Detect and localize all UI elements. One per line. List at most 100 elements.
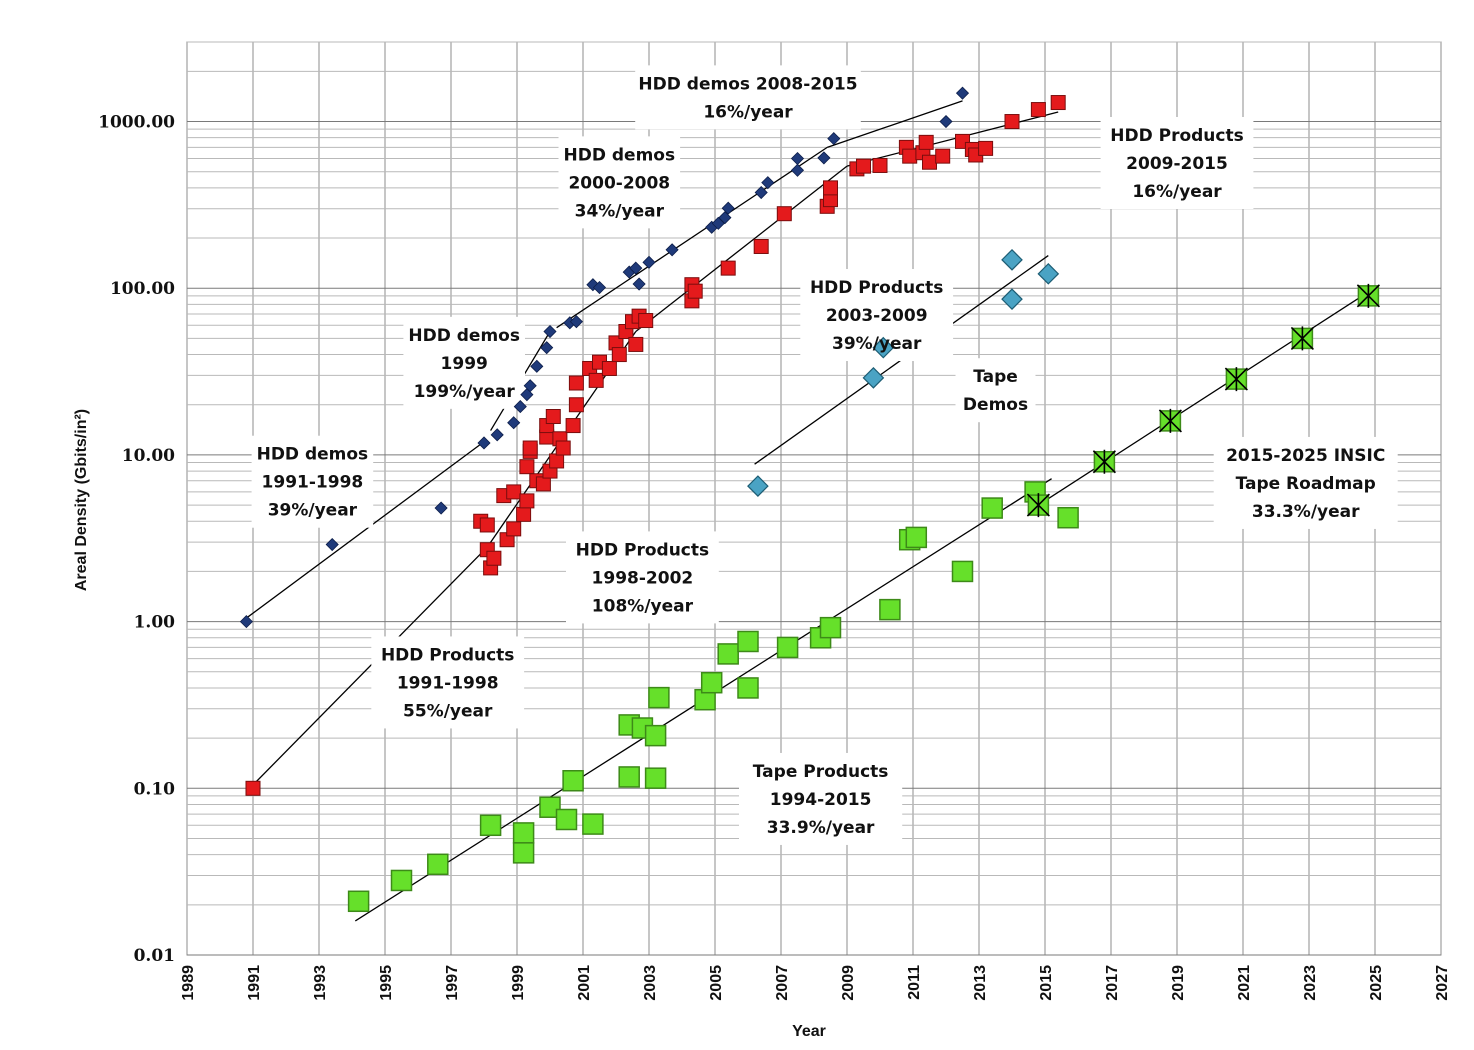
tape-products-point [981,497,1003,519]
hdd-products-point [1050,95,1066,111]
tape-demos-point [1001,288,1023,310]
annotation-text: Tape Roadmap [1236,474,1376,494]
x-tick-labels: 1989 1991 1993 1995 1997 1999 2001 2003 2005 2007… [180,965,1451,1001]
annotation-text: 16%/year [1132,182,1222,202]
y-axis-title: Areal Density (Gbits/in²) [73,409,90,591]
annotation-text: 1991-1998 [397,673,499,693]
tape-products-point [776,636,799,659]
annotation-backgrounds [251,65,1398,845]
annotation-text: 1999 [441,354,488,374]
hdd-demos-point [325,537,339,552]
annotation-text: 2000-2008 [568,173,670,193]
annotation-text: 55%/year [403,701,493,721]
hdd-products-point [555,440,571,456]
trend-line [556,146,828,329]
hdd-products-point [519,493,535,509]
annotation-text: 33.3%/year [1252,502,1360,522]
x-tick-label: 2019 [1170,965,1187,1001]
tape-products-point [555,808,578,831]
annotation-box [558,136,681,229]
tape-products-point [512,822,535,844]
hdd-demos-point [434,501,448,515]
hdd-demos-point [632,277,646,291]
annotation-box [371,636,525,729]
annotation-text: 2015-2025 INSIC [1226,446,1385,466]
annotation-text: HDD demos 2008-2015 [638,74,857,94]
hdd-products-point [902,148,918,164]
hdd-demos-point [817,151,831,165]
y-tick-label: 100.00 [110,279,175,299]
hdd-products-point [568,397,584,413]
x-tick-label: 2017 [1104,965,1121,1001]
tape-products-point [347,890,370,913]
annotation-box [635,65,861,130]
x-tick-label: 2025 [1368,965,1385,1001]
annotation-box [251,435,374,528]
trend-line [249,546,488,789]
hdd-demos-point [490,428,504,442]
hdd-products-point [720,260,736,276]
hdd-products-point [588,372,604,388]
x-tick-label: 2007 [774,965,791,1001]
y-tick-label: 10.00 [122,446,175,466]
hdd-demos-point [507,416,521,430]
y-tick-label: 0.10 [134,779,176,799]
hdd-demos-point [569,315,583,329]
tape-demos-point [1037,262,1060,285]
tape-products-point [390,869,413,892]
trend-line [635,165,848,333]
tape-products-point [737,677,759,699]
hdd-demos-point [629,261,643,275]
hdd-products-point [565,418,581,434]
hdd-demos-point [543,324,557,339]
hdd-products-point [601,360,617,376]
tape-products-point [700,671,723,694]
tape-roadmap-point [1224,367,1248,392]
hdd-demos-point [642,255,656,269]
hdd-demos-point [530,359,544,373]
tape-roadmap-point [1026,493,1050,518]
annotation-text: HDD demos [408,326,520,346]
annotation-box [403,316,525,409]
y-tick-labels: 0.01 0.10 1.00 10.00 100.00 1000.00 [98,113,175,966]
annotation-text: HDD Products [381,645,515,665]
hdd-products-point [978,140,994,156]
hdd-demos-point [239,615,253,629]
annotations: HDD demos 2008-2015 16%/year HDD demos 2000… [257,74,1386,838]
roadmap-star [1026,493,1050,518]
hdd-demos-point [520,388,534,402]
x-tick-label: 1999 [510,965,527,1001]
tape-products-point [717,643,739,665]
annotation-text: 108%/year [592,596,694,616]
trend-line [826,100,963,148]
hdd-products-point [918,134,934,150]
annotation-text: 1998-2002 [592,568,694,588]
x-tick-label: 1989 [180,965,197,1001]
trend-line [246,441,485,619]
tape-demos-point [872,336,895,359]
tape-demos-point [1001,248,1023,271]
hdd-products-point [1004,114,1020,130]
annotation-text: Demos [963,395,1028,415]
hdd-products-point [638,313,654,329]
roadmap-star [1290,326,1314,351]
tape-products-point [644,767,667,789]
tape-demos-point [862,366,885,389]
hdd-products-point [753,238,769,254]
hdd-products-point [872,157,888,173]
annotation-text: Tape [973,367,1018,387]
roadmap-star [1092,449,1116,474]
annotation-box [1213,436,1398,529]
annotation-box [1100,116,1254,209]
annotation-box [566,531,719,624]
hdd-products-point [935,148,951,164]
hdd-demos-point [754,185,768,200]
hdd-products-point [1030,102,1046,118]
x-tick-label: 2001 [576,965,593,1001]
tape-products-point [951,560,974,583]
hdd-demos-point [592,280,607,295]
tape-products-point [562,770,584,792]
hdd-demos-point [827,132,841,146]
tape-roadmap-point [1290,326,1314,351]
hdd-demos-point [790,151,805,166]
